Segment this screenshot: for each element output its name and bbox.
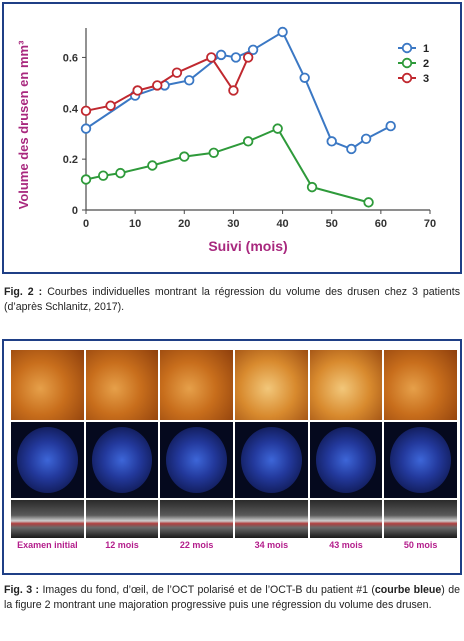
figure-3-label: Fig. 3 :: [4, 584, 40, 596]
x-tick-label: 20: [178, 218, 190, 230]
series-3-point: [105, 100, 116, 111]
figure-3-caption: Fig. 3 : Images du fond, d’œil, de l’OCT…: [4, 583, 460, 612]
series-3-point: [80, 105, 92, 117]
series-3-point: [152, 80, 163, 91]
series-3-line: [85, 56, 250, 112]
oct-b-scan-image: [85, 500, 159, 538]
x-tick-label: 10: [129, 218, 141, 230]
y-tick-label: 0: [72, 205, 78, 217]
fundus-image: [235, 350, 308, 420]
timepoint-label: 34 mois: [254, 540, 289, 550]
oct-b-scan-image: [384, 500, 458, 538]
figure-3-caption-text-a: Images du fond, d’œil, de l’OCT polarisé…: [39, 584, 375, 596]
series-2-point: [97, 170, 109, 181]
series-2-point: [179, 151, 190, 162]
series-1-point: [360, 133, 372, 145]
figure-3-caption-text-b: ) de la figure 2 montrant une majoration…: [4, 584, 461, 611]
fundus-image: [384, 350, 458, 420]
fundus-image: [309, 350, 383, 420]
series-1-point: [326, 136, 337, 147]
polarized-oct-image: [384, 422, 458, 498]
drusen-volume-chart: 0 10 20 30 40 50 60 70 0 0.2 0.4 0.6 Suivi (mois) Vol…: [16, 26, 436, 254]
polarized-oct-row: [11, 422, 458, 498]
series-3-point: [242, 52, 254, 63]
series-3-point: [132, 85, 143, 96]
timepoint-label: 22 mois: [179, 540, 214, 550]
timepoint-label: 12 mois: [105, 540, 139, 550]
timepoint-label: Examen initial: [17, 540, 78, 550]
oct-b-scan-image: [309, 500, 383, 538]
x-tick-label: 0: [83, 218, 89, 230]
fundus-row: [11, 350, 458, 420]
series-1-point: [247, 44, 259, 56]
series-1-point: [80, 123, 92, 134]
series-2-point: [272, 123, 283, 134]
legend-label-3: 3: [423, 73, 429, 85]
series-1-point: [299, 72, 310, 83]
series-1-point: [183, 75, 195, 86]
series-2-line: [85, 127, 369, 204]
legend-marker-2: [401, 57, 413, 69]
x-axis-title: Suivi (mois): [208, 238, 287, 254]
timepoint-labels: Examen initial 12 mois 22 mois 34 mois 4…: [11, 540, 457, 550]
series-1-point: [215, 49, 227, 61]
oct-b-scan-image: [11, 500, 84, 538]
oct-b-row: [11, 500, 458, 538]
polarized-oct-image: [235, 422, 308, 498]
polarized-oct-image: [309, 422, 383, 498]
legend-marker-3: [401, 72, 413, 84]
polarized-oct-image: [85, 422, 159, 498]
figure-2-caption-text: Courbes individuelles montrant la régres…: [4, 286, 460, 313]
series-3-point: [228, 85, 239, 96]
x-tick-label: 60: [375, 218, 387, 230]
fundus-image: [85, 350, 159, 420]
fundus-image: [160, 350, 234, 420]
legend-marker-1: [401, 42, 413, 54]
series-3-point: [171, 67, 183, 78]
timepoint-label: 50 mois: [403, 540, 438, 550]
y-tick-label: 0.6: [63, 52, 78, 64]
series-1-point: [346, 143, 357, 155]
figure-2-caption: Fig. 2 : Courbes individuelles montrant …: [4, 285, 460, 314]
oct-b-scan-image: [160, 500, 234, 538]
polarized-oct-image: [11, 422, 84, 498]
series-1-point: [385, 120, 396, 132]
retina-image-grid: Examen initial 12 mois 22 mois 34 mois 4…: [11, 350, 458, 550]
x-tick-label: 50: [326, 218, 338, 230]
y-axis-title: Volume des drusen en mm³: [16, 40, 31, 209]
figure-3-caption-bold: courbe bleue: [374, 584, 442, 596]
oct-b-scan-image: [235, 500, 308, 538]
polarized-oct-image: [160, 422, 234, 498]
y-tick-label: 0.4: [63, 103, 79, 115]
x-tick-label: 40: [276, 218, 288, 230]
fundus-image: [11, 350, 84, 420]
series-1-point: [277, 26, 288, 38]
figure-2-chart-panel: 0 10 20 30 40 50 60 70 0 0.2 0.4 0.6 Suivi (mois) Vol…: [2, 2, 462, 274]
series-2-point: [242, 136, 254, 147]
series-2-point: [147, 160, 158, 171]
x-tick-label: 30: [227, 218, 239, 230]
x-tick-label: 70: [424, 218, 436, 230]
series-2-point: [115, 167, 126, 179]
figure-2-label: Fig. 2 :: [4, 286, 43, 298]
series-2-point: [208, 147, 219, 158]
series-2-point: [363, 197, 374, 208]
timepoint-label: 43 mois: [329, 540, 363, 550]
series-2-point: [306, 181, 318, 193]
series-3-point: [206, 52, 217, 63]
legend-label-2: 2: [423, 58, 429, 70]
figure-3-image-panel: Examen initial 12 mois 22 mois 34 mois 4…: [2, 339, 462, 575]
legend-label-1: 1: [423, 43, 429, 55]
series-2-point: [80, 174, 92, 185]
y-tick-label: 0.2: [63, 154, 78, 166]
series-1-point: [230, 52, 242, 63]
